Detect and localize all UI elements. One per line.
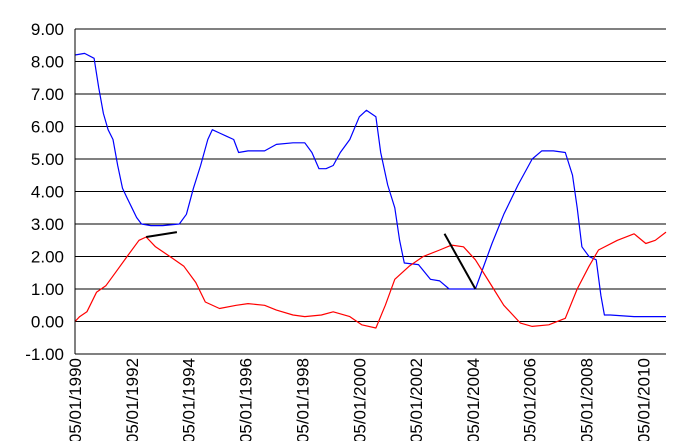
x-tick-label: 05/01/1996 — [237, 358, 256, 441]
x-tick-label: 05/01/2010 — [634, 358, 653, 441]
y-tick-label: 5.00 — [31, 150, 64, 169]
y-tick-label: 2.00 — [31, 248, 64, 267]
x-tick-label: 05/01/2000 — [350, 358, 369, 441]
y-tick-label: 8.00 — [31, 53, 64, 72]
series-line-1 — [74, 231, 667, 329]
y-tick-label: -1.00 — [25, 345, 64, 364]
y-tick-label: 6.00 — [31, 118, 64, 137]
series-line-0 — [74, 52, 666, 318]
series-line-2 — [146, 231, 178, 238]
x-tick-label: 05/01/2002 — [407, 358, 426, 441]
series-group — [74, 52, 667, 329]
y-tick-label: 7.00 — [31, 85, 64, 104]
y-tick-label: 3.00 — [31, 215, 64, 234]
x-tick-label: 05/01/2004 — [464, 358, 483, 441]
y-tick-label: 1.00 — [31, 280, 64, 299]
x-tick-label: 05/01/2008 — [578, 358, 597, 441]
y-tick-labels: -1.00 0.00 1.00 2.00 3.00 4.00 5.00 6.00 7.00 8.0… — [25, 20, 64, 364]
x-tick-label: 05/01/2006 — [521, 358, 540, 441]
x-tick-label: 05/01/1994 — [180, 358, 199, 441]
y-tick-label: 9.00 — [31, 20, 64, 39]
series-line-3 — [443, 233, 477, 290]
x-tick-label: 05/01/1998 — [293, 358, 312, 441]
x-tick-label: 05/01/1992 — [123, 358, 142, 441]
y-tick-label: 4.00 — [31, 183, 64, 202]
horizontal-gridlines — [75, 28, 666, 355]
x-tick-label: 05/01/1990 — [66, 358, 85, 441]
x-tick-labels: 05/01/1990 05/01/1992 05/01/1994 05/01/1996… — [66, 358, 653, 441]
y-tick-label: 0.00 — [31, 313, 64, 332]
